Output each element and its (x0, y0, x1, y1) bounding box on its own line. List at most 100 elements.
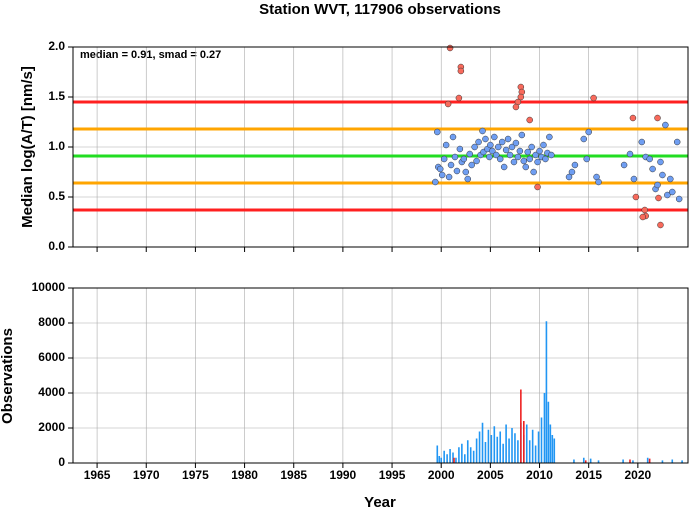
data-point (447, 161, 455, 169)
data-point (434, 128, 441, 136)
bar (520, 389, 522, 463)
bar (553, 438, 556, 463)
data-point (639, 213, 647, 221)
data-point (620, 161, 628, 169)
y-tick-label: 1.0 (48, 139, 65, 153)
data-point (632, 193, 640, 201)
data-point (502, 146, 510, 154)
bar (475, 438, 478, 463)
data-point (496, 155, 504, 163)
bar (484, 442, 487, 463)
data-point (510, 158, 518, 166)
bar (466, 440, 469, 463)
bar (438, 456, 441, 463)
y-tick-label: 6000 (38, 350, 65, 364)
bar (458, 447, 460, 463)
data-point (471, 143, 478, 151)
x-tick-label: 1975 (182, 468, 209, 482)
bar (490, 435, 493, 463)
data-point (520, 157, 528, 165)
data-point (542, 155, 549, 163)
data-point (500, 163, 508, 171)
data-point (486, 153, 493, 161)
bar (629, 459, 631, 463)
bar (622, 459, 624, 463)
data-point (548, 151, 555, 159)
data-point (546, 133, 553, 141)
data-point (442, 141, 450, 149)
y-tick-label: 2000 (38, 420, 65, 434)
data-point (657, 221, 664, 229)
x-axis-label: Year (364, 494, 396, 511)
data-point (630, 175, 638, 183)
data-point (662, 121, 669, 129)
data-point (524, 148, 531, 156)
bar (461, 443, 463, 463)
data-point (475, 138, 482, 146)
bar (573, 459, 575, 463)
bar (531, 429, 534, 463)
data-point (457, 67, 465, 75)
data-point (494, 143, 502, 151)
bar (443, 450, 445, 463)
y-tick-label: 2.0 (48, 39, 65, 53)
data-point (580, 135, 588, 143)
data-point (667, 175, 674, 183)
y-tick-label: 0 (58, 455, 65, 469)
data-point (664, 191, 671, 199)
data-point (568, 168, 576, 176)
data-point (493, 151, 500, 159)
x-tick-label: 1980 (231, 468, 258, 482)
y-tick-label: 1.5 (48, 89, 65, 103)
data-point (590, 94, 597, 102)
bar (436, 445, 439, 463)
data-point (565, 173, 573, 181)
data-point (655, 194, 662, 202)
y-axis-label: Observations (0, 328, 16, 424)
data-point (449, 133, 457, 141)
data-point (445, 173, 453, 181)
data-point (498, 138, 506, 146)
data-point (534, 183, 541, 191)
x-tick-label: 1990 (330, 468, 357, 482)
data-point (629, 114, 637, 122)
annotation: median = 0.91, smad = 0.27 (80, 49, 221, 61)
bar (452, 452, 454, 463)
data-point (516, 147, 524, 155)
bar (472, 450, 475, 463)
bar (661, 460, 664, 463)
bar (453, 457, 455, 463)
data-point (673, 138, 681, 146)
bar (551, 435, 554, 463)
data-point (657, 158, 664, 166)
bar (499, 431, 502, 463)
data-point (508, 143, 516, 151)
data-point (473, 157, 480, 165)
data-point (532, 151, 539, 159)
bar (496, 436, 499, 463)
x-tick-label: 2000 (428, 468, 455, 482)
bar (493, 426, 496, 463)
x-tick-label: 1970 (133, 468, 160, 482)
data-point (540, 141, 547, 149)
bar (502, 443, 504, 463)
bar (505, 424, 507, 463)
data-point (654, 181, 661, 189)
plot-frame (72, 287, 689, 464)
x-tick-label: 1995 (379, 468, 406, 482)
y-tick-label: 0.0 (48, 239, 65, 253)
y-tick-label: 10000 (32, 280, 66, 294)
data-point (462, 168, 470, 176)
data-point (646, 155, 653, 163)
data-point (464, 175, 472, 183)
bar (508, 438, 510, 463)
x-tick-label: 1985 (280, 468, 307, 482)
data-point (530, 168, 537, 176)
data-point (436, 165, 444, 173)
data-point (517, 93, 525, 101)
data-point (534, 158, 541, 166)
bar (528, 440, 531, 463)
bar (534, 445, 537, 463)
x-tick-label: 2020 (625, 468, 652, 482)
